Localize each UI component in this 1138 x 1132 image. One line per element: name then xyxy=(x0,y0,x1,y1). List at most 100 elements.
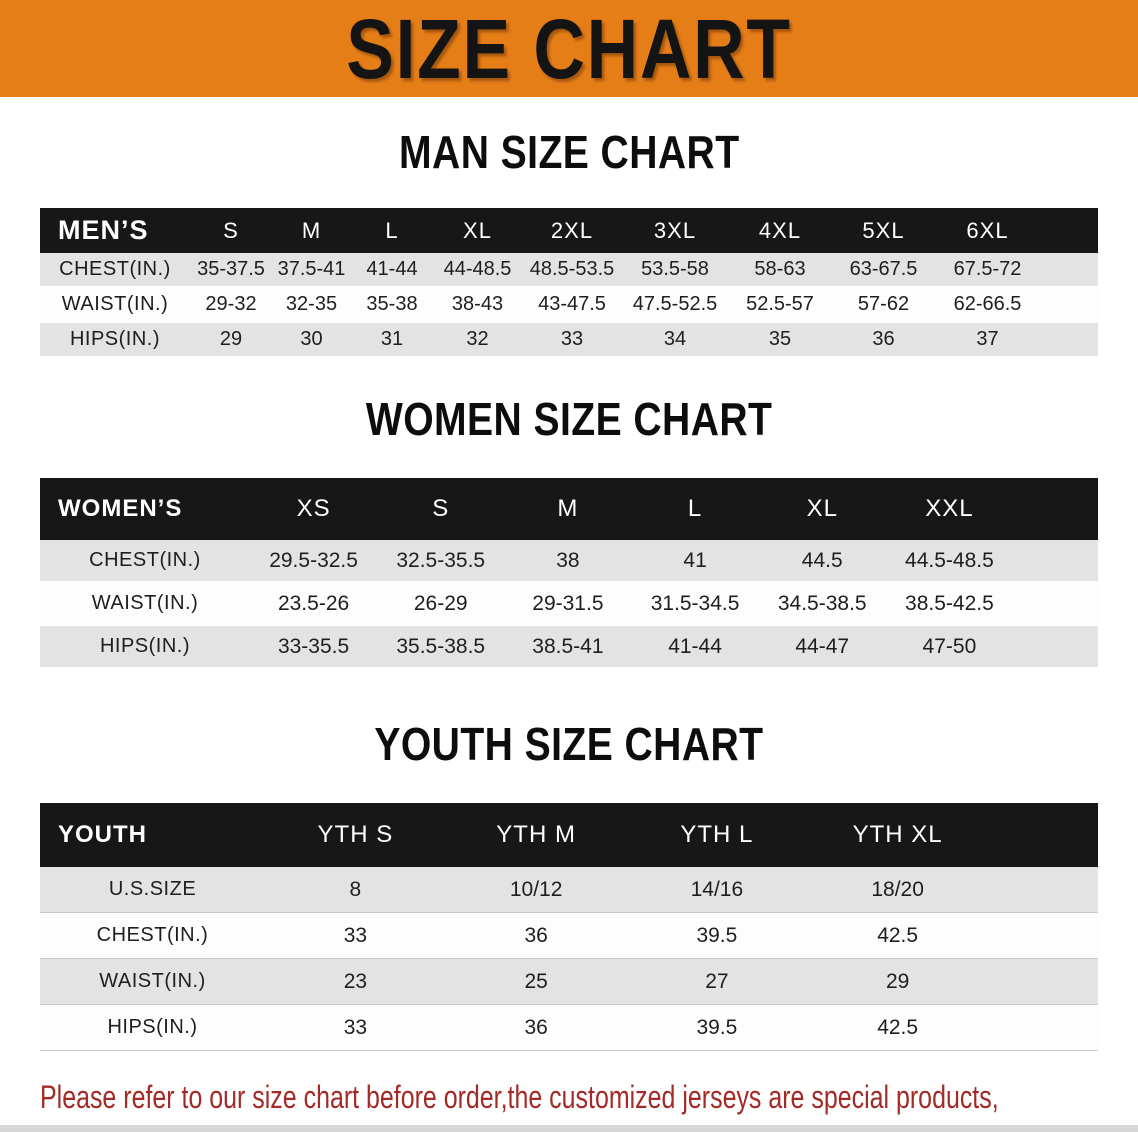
value-cell: 43-47.5 xyxy=(538,293,606,315)
value-cell: 31 xyxy=(380,328,404,350)
page-title: SIZE CHART xyxy=(346,1,792,96)
value-cell: 29 xyxy=(885,969,910,993)
size-header-cell: YTH M xyxy=(496,821,576,848)
size-header-cell: YTH S xyxy=(317,821,394,848)
table-row: CHEST(IN.) 35-37.5 37.5-41 41-44 44-48.5 48.5… xyxy=(40,253,1098,288)
youth-size-table: YOUTH YTH S YTH M YTH L YTH XL U.S.SIZE 8 10/12… xyxy=(40,803,1098,1051)
table-row: HIPS(IN.) 33-35.5 35.5-38.5 38.5-41 41-44 44-… xyxy=(40,626,1098,669)
size-header-cell: XXL xyxy=(925,495,974,522)
size-header-cell: YTH XL xyxy=(852,821,943,848)
value-cell: 29-32 xyxy=(205,293,257,315)
bottom-strip xyxy=(0,1125,1138,1132)
size-header-cell: M xyxy=(301,217,322,243)
mens-heading-text: MAN SIZE CHART xyxy=(398,126,740,178)
row-label-cell: HIPS(IN.) xyxy=(69,328,161,350)
value-cell: 33-35.5 xyxy=(277,634,350,658)
value-cell: 44-48.5 xyxy=(443,258,512,280)
youth-heading: YOUTH SIZE CHART xyxy=(0,721,1138,776)
size-header-cell: 5XL xyxy=(862,217,905,243)
value-cell: 14/16 xyxy=(690,877,744,901)
table-header-row: MEN’S S M L XL 2XL 3XL 4XL 5XL 6XL xyxy=(40,208,1098,253)
table-row: CHEST(IN.) 33 36 39.5 42.5 xyxy=(40,913,1098,959)
size-header-cell: 4XL xyxy=(758,217,802,243)
value-cell: 63-67.5 xyxy=(849,258,918,280)
value-cell: 36 xyxy=(872,328,895,350)
mens-section: MAN SIZE CHART MEN’S S M L XL 2XL 3XL 4XL 5XL 6XL… xyxy=(0,129,1138,358)
size-header-cell: M xyxy=(557,495,579,522)
row-label-cell: U.S.SIZE xyxy=(108,878,197,900)
notice-line-1: Please refer to our size chart before or… xyxy=(40,1079,999,1115)
value-cell: 33 xyxy=(560,328,584,350)
youth-section: YOUTH SIZE CHART YOUTH YTH S YTH M YTH L YTH… xyxy=(0,721,1138,1051)
value-cell: 38-43 xyxy=(451,293,504,315)
row-label-cell: WAIST(IN.) xyxy=(99,970,206,992)
banner: SIZE CHART xyxy=(0,0,1138,97)
table-title-cell: MEN’S xyxy=(58,215,149,245)
size-header-cell: XL xyxy=(463,217,492,243)
womens-section: WOMEN SIZE CHART WOMEN’S XS S M L XL XXL CHEST(… xyxy=(0,396,1138,669)
mens-heading: MAN SIZE CHART xyxy=(0,129,1138,184)
table-title-cell: WOMEN’S xyxy=(58,495,183,522)
table-row: HIPS(IN.) 33 36 39.5 42.5 xyxy=(40,1005,1098,1051)
value-cell: 47.5-52.5 xyxy=(632,293,718,315)
size-header-cell: 2XL xyxy=(550,217,594,243)
value-cell: 32 xyxy=(466,328,489,350)
value-cell: 58-63 xyxy=(754,258,806,280)
value-cell: 42.5 xyxy=(877,923,919,947)
womens-heading-text: WOMEN SIZE CHART xyxy=(365,393,773,445)
value-cell: 18/20 xyxy=(871,877,924,901)
table-row: U.S.SIZE 8 10/12 14/16 18/20 xyxy=(40,867,1098,913)
value-cell: 41 xyxy=(683,548,707,572)
row-label-cell: CHEST(IN.) xyxy=(96,924,209,946)
value-cell: 47-50 xyxy=(922,634,977,658)
value-cell: 27 xyxy=(705,969,729,993)
value-cell: 30 xyxy=(300,328,323,350)
value-cell: 35-38 xyxy=(366,293,418,315)
value-cell: 37.5-41 xyxy=(277,258,346,280)
value-cell: 36 xyxy=(524,923,548,947)
size-header-cell: S xyxy=(432,495,450,522)
row-label-cell: CHEST(IN.) xyxy=(59,258,171,280)
value-cell: 62-66.5 xyxy=(953,293,1022,315)
row-label-cell: HIPS(IN.) xyxy=(107,1016,198,1038)
value-cell: 35 xyxy=(768,328,792,350)
table-title-cell: YOUTH xyxy=(58,821,147,848)
value-cell: 38.5-41 xyxy=(532,634,604,658)
value-cell: 67.5-72 xyxy=(953,258,1022,280)
table-row: CHEST(IN.) 29.5-32.5 32.5-35.5 38 41 44.5 44.5… xyxy=(40,540,1098,583)
size-header-cell: L xyxy=(385,217,399,243)
value-cell: 10/12 xyxy=(509,877,563,901)
value-cell: 36 xyxy=(524,1015,548,1039)
value-cell: 29-31.5 xyxy=(532,591,604,615)
table-header-row: YOUTH YTH S YTH M YTH L YTH XL xyxy=(40,803,1098,867)
value-cell: 35.5-38.5 xyxy=(396,634,486,658)
value-cell: 33 xyxy=(343,1015,368,1039)
value-cell: 38 xyxy=(556,548,580,572)
value-cell: 57-62 xyxy=(857,293,910,315)
value-cell: 32.5-35.5 xyxy=(396,548,486,572)
row-label-cell: CHEST(IN.) xyxy=(89,549,201,571)
value-cell: 8 xyxy=(349,877,362,901)
row-label-cell: WAIST(IN.) xyxy=(91,592,199,614)
womens-size-table: WOMEN’S XS S M L XL XXL CHEST(IN.) 29.5-32.5 32.5… xyxy=(40,478,1098,669)
table-row: WAIST(IN.) 29-32 32-35 35-38 38-43 43-47.5 47.… xyxy=(40,288,1098,323)
value-cell: 34 xyxy=(663,328,687,350)
value-cell: 39.5 xyxy=(696,1015,738,1039)
value-cell: 44.5-48.5 xyxy=(905,548,994,572)
value-cell: 29.5-32.5 xyxy=(269,548,358,572)
size-header-cell: 6XL xyxy=(966,217,1009,243)
value-cell: 44-47 xyxy=(795,634,850,658)
value-cell: 33 xyxy=(343,923,368,947)
value-cell: 38.5-42.5 xyxy=(905,591,994,615)
value-cell: 41-44 xyxy=(668,634,722,658)
size-header-cell: XS xyxy=(296,495,331,522)
value-cell: 52.5-57 xyxy=(746,293,814,315)
mens-size-table: MEN’S S M L XL 2XL 3XL 4XL 5XL 6XL CHEST(IN.) 35-37… xyxy=(40,208,1098,358)
value-cell: 37 xyxy=(976,328,999,350)
order-notice: Please refer to our size chart before or… xyxy=(40,1073,1138,1132)
size-header-cell: YTH L xyxy=(680,821,754,848)
size-header-cell: L xyxy=(687,495,703,522)
value-cell: 39.5 xyxy=(696,923,738,947)
table-row: WAIST(IN.) 23.5-26 26-29 29-31.5 31.5-34.5 34… xyxy=(40,583,1098,626)
